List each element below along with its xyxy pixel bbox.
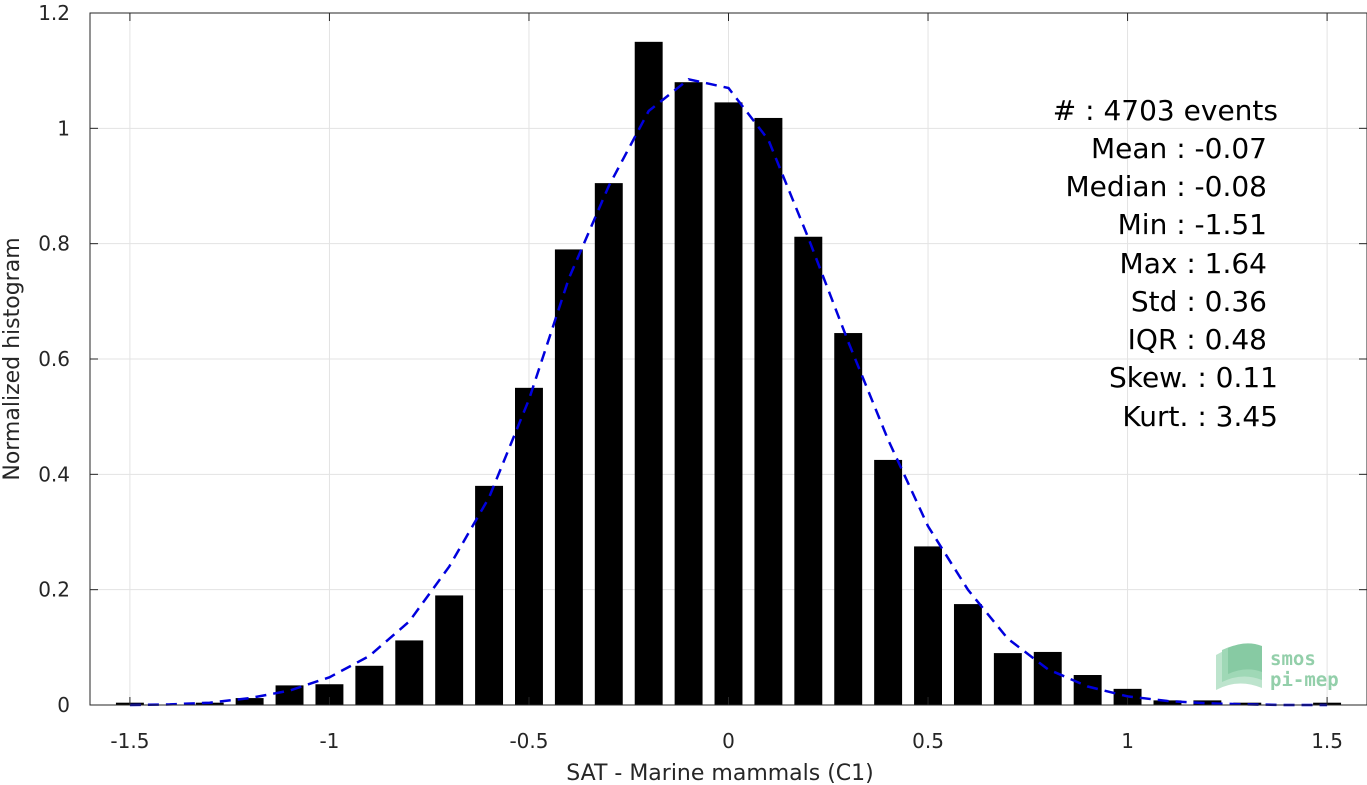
- histogram-bar: [355, 665, 384, 705]
- logo-text-smos: smos: [1270, 648, 1316, 670]
- x-axis-label: SAT - Marine mammals (C1): [566, 761, 874, 785]
- histogram-bar: [714, 102, 743, 706]
- logo-wave-icon: [1216, 643, 1262, 690]
- stat-std: Std : 0.36: [1131, 285, 1267, 318]
- x-tick-label: 0: [722, 729, 735, 753]
- y-tick-label: 0.2: [38, 578, 70, 602]
- y-axis-label: Normalized histogram: [0, 237, 25, 480]
- stat-kurtosis: Kurt. : 3.45: [1122, 400, 1278, 433]
- logo-text-pi-mep: pi-mep: [1270, 669, 1339, 691]
- smos-pi-mep-logo: smos pi-mep: [1216, 643, 1339, 691]
- histogram-bars: [115, 41, 1342, 706]
- histogram-bar: [834, 333, 863, 705]
- histogram-bar: [235, 698, 264, 705]
- axes: [89, 12, 1367, 706]
- x-tick-label: 0.5: [912, 729, 944, 753]
- y-tick-label: 1: [57, 116, 70, 140]
- x-tick-label: -1.5: [110, 729, 149, 753]
- stat-mean: Mean : -0.07: [1091, 132, 1267, 165]
- y-tick-label: 0.4: [38, 462, 70, 486]
- histogram-bar: [1233, 702, 1262, 705]
- x-tick-label: -0.5: [509, 729, 548, 753]
- x-tick-label: -1: [319, 729, 339, 753]
- histogram-bar: [395, 640, 424, 705]
- stats-annotation: # : 4703 events Mean : -0.07 Median : -0…: [1053, 94, 1278, 433]
- x-tick-label: 1: [1121, 729, 1134, 753]
- stat-iqr: IQR : 0.48: [1128, 323, 1267, 356]
- stat-median: Median : -0.08: [1065, 170, 1267, 203]
- y-tick-label: 1.2: [38, 1, 70, 25]
- x-tick-labels: -1.5 -1 -0.5 0 0.5 1 1.5: [110, 729, 1343, 753]
- y-tick-label: 0.6: [38, 347, 70, 371]
- histogram-bar: [554, 249, 583, 705]
- histogram-bar: [634, 41, 663, 706]
- histogram-bar: [914, 546, 942, 705]
- histogram-bar: [315, 684, 344, 705]
- y-tick-label: 0: [57, 693, 70, 717]
- fit-curve: [129, 77, 1328, 707]
- histogram-bar: [754, 117, 783, 706]
- y-tick-labels: 0 0.2 0.4 0.6 0.8 1 1.2: [38, 1, 70, 717]
- stat-max: Max : 1.64: [1120, 247, 1267, 280]
- stat-events: # : 4703 events: [1053, 94, 1278, 127]
- histogram-bar: [674, 82, 703, 705]
- histogram-bar: [435, 595, 464, 705]
- stat-skewness: Skew. : 0.11: [1109, 361, 1278, 394]
- histogram-bar: [275, 685, 304, 705]
- histogram-bar: [794, 236, 823, 705]
- histogram-bar: [1193, 700, 1222, 705]
- histogram-bar: [993, 653, 1022, 705]
- x-tick-label: 1.5: [1311, 729, 1343, 753]
- y-tick-label: 0.8: [38, 232, 70, 256]
- stat-min: Min : -1.51: [1118, 208, 1267, 241]
- histogram-bar: [594, 183, 623, 705]
- histogram-bar: [1153, 700, 1182, 705]
- histogram-bar: [874, 459, 903, 705]
- histogram-bar: [953, 604, 982, 705]
- histogram-bar: [1033, 651, 1062, 705]
- histogram-bar: [515, 387, 543, 705]
- histogram-bar: [475, 485, 504, 705]
